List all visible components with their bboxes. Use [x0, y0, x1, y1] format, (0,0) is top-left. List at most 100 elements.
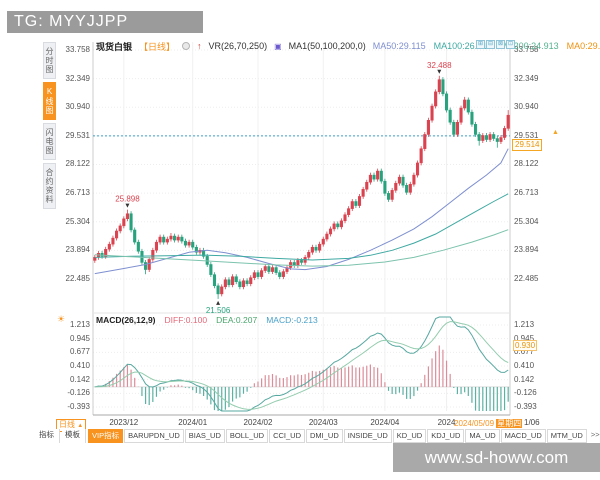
macd-tick-label: 0.142: [514, 374, 535, 384]
layout-icon-1[interactable]: ⊟: [486, 40, 495, 49]
svg-text:25.898: 25.898: [115, 195, 140, 204]
layout-icon-3[interactable]: ⊡: [506, 40, 515, 49]
macd-tick-label: 0.677: [514, 347, 535, 357]
ma-group-label[interactable]: MA1(50,100,200,0): [288, 41, 366, 51]
price-tick-label: 22.485: [65, 274, 90, 283]
price-tick-label: 29.531: [514, 130, 539, 140]
layout-icon-2[interactable]: ⊠: [496, 40, 505, 49]
price-tick-label: 22.485: [514, 274, 539, 283]
macd-tick-label: 1.213: [69, 320, 90, 329]
indicator-tab-VIP指标[interactable]: VIP指标: [88, 429, 124, 443]
macd-tick-label: -0.126: [67, 388, 90, 398]
macd-tick-label: 0.945: [69, 333, 90, 343]
symbol-name: 现货白银: [96, 41, 133, 52]
price-tick-label: 29.531: [65, 130, 90, 140]
macd-tick-label: 1.213: [514, 320, 535, 329]
price-tick-label: 30.940: [514, 102, 539, 112]
ma-settings-icon[interactable]: ▣: [274, 41, 282, 51]
ma-value-list: MA50:29.115 MA100:26.715 MA200:24.913 MA0:2…: [373, 41, 600, 51]
indicator-tab-MTM_UD[interactable]: MTM_UD: [546, 429, 587, 443]
month-label-2023/12: 2023/12: [109, 418, 139, 427]
ma-value-2: MA200:24.913: [500, 41, 559, 51]
sidebar-tab-合约资料[interactable]: 合约资料: [43, 163, 56, 209]
price-tick-label: 25.304: [514, 216, 539, 226]
price-tick-label: 30.940: [65, 102, 90, 112]
chevron-up-icon: ▲: [77, 423, 84, 429]
macd-value-tag: 0.930: [513, 340, 538, 351]
indicator-tab-KDJ_UD[interactable]: KDJ_UD: [427, 429, 465, 443]
price-tick-label: 32.349: [65, 73, 90, 83]
macd-settings-icon[interactable]: ☀: [57, 314, 66, 324]
macd-title[interactable]: MACD(26,12,9): [96, 315, 156, 325]
month-label-2024/01: 2024/01: [178, 418, 208, 427]
period-selector-label: 日线: [59, 420, 75, 429]
indicator-tab-模板[interactable]: 模板: [62, 429, 86, 443]
macd-tick-label: 0.410: [514, 361, 535, 370]
bottom-watermark: www.sd-howw.com: [393, 443, 600, 472]
sidebar-tab-闪电图[interactable]: 闪电图: [43, 123, 56, 160]
indicator-tab-MA_UD[interactable]: MA_UD: [465, 429, 500, 443]
price-tick-label: 33.758: [514, 45, 539, 54]
price-tick-label: 23.894: [514, 245, 539, 255]
ma-value-3: MA0:29.: [566, 41, 600, 51]
chart-type-sidebar: 分时图 K线图闪电图合约资料: [43, 42, 56, 209]
svg-text:21.506: 21.506: [206, 306, 231, 315]
ma-value-0: MA50:29.115: [372, 41, 426, 51]
price-tick-label: 28.122: [65, 159, 90, 169]
indicator-tab-MACD_UD[interactable]: MACD_UD: [500, 429, 546, 443]
sidebar-tab-K线图[interactable]: K线图: [43, 82, 56, 120]
indicator-tab-INSIDE_UD[interactable]: INSIDE_UD: [343, 429, 392, 443]
price-tick-label: 33.758: [65, 45, 90, 54]
macd-tick-label: 0.677: [69, 347, 90, 357]
month-label-2024: 2024: [437, 418, 456, 427]
macd-tick-label: -0.393: [67, 402, 90, 411]
macd-tick-label: -0.393: [514, 402, 537, 411]
top-watermark: TG: MYYJJPP: [7, 11, 203, 33]
current-price-tag: 29.514: [512, 139, 543, 151]
macd-tick-label: 0.410: [69, 361, 90, 370]
macd-tick-label: 0.142: [69, 374, 90, 384]
chart-header: 现货白银 【日线】 ↑ VR(26,70,250) ▣ MA1(50,100,2…: [96, 40, 600, 52]
window-layout-icons: ⊞ ⊟ ⊠ ⊡: [476, 40, 515, 49]
price-tick-label: 25.304: [65, 216, 90, 226]
price-tick-label: 26.713: [65, 188, 90, 198]
macd-tick-label: 0.945: [514, 333, 535, 343]
ma-value-1: MA100:26.715: [433, 41, 493, 51]
indicator-tab->>[interactable]: >>: [587, 429, 600, 443]
layout-icon-0[interactable]: ⊞: [476, 40, 485, 49]
price-tick-label: 23.894: [65, 245, 90, 255]
date-axis-suffix: 1/06: [524, 418, 540, 427]
indicator-tab-DMI_UD[interactable]: DMI_UD: [306, 429, 343, 443]
period-label[interactable]: 【日线】: [139, 41, 176, 52]
macd-tick-label: -0.126: [514, 388, 537, 398]
indicator-tab-KD_UD[interactable]: KD_UD: [392, 429, 427, 443]
indicator-tab-指标[interactable]: 指标: [36, 429, 60, 443]
macd-header: MACD(26,12,9) DIFF:0.100 DEA:0.207 MACD:…: [96, 315, 318, 325]
macd-diff-value: DIFF:0.100: [164, 315, 208, 325]
cursor-date-label: 2024/05/09 星期四: [454, 418, 523, 429]
indicator-tab-BOLL_UD[interactable]: BOLL_UD: [225, 429, 269, 443]
price-tick-label: 26.713: [514, 188, 539, 198]
macd-macd-value: MACD:-0.213: [266, 315, 318, 325]
cursor-weekday-chip: 星期四: [496, 419, 523, 428]
period-selector[interactable]: 日线 ▲: [56, 419, 87, 432]
month-label-2024/03: 2024/03: [308, 418, 338, 427]
indicator-tab-bar: 指标 模板 VIP指标 BARUPDN_UD BIAS_UD BOLL_UD CCI_UD D…: [36, 429, 600, 443]
indicator-tab-BARUPDN_UD[interactable]: BARUPDN_UD: [124, 429, 184, 443]
sidebar-tab-分时图[interactable]: 分时图: [43, 42, 56, 79]
price-tick-label: 28.122: [514, 159, 539, 169]
up-arrow-icon: ↑: [197, 41, 202, 51]
indicator-tab-CCI_UD[interactable]: CCI_UD: [269, 429, 305, 443]
cursor-date-text: 2024/05/09: [454, 419, 495, 428]
indicator-tab-BIAS_UD[interactable]: BIAS_UD: [184, 429, 225, 443]
price-pin-icon: ▲: [552, 129, 559, 136]
macd-dea-value: DEA:0.207: [216, 315, 258, 325]
vr-indicator-label[interactable]: VR(26,70,250): [208, 41, 268, 51]
month-label-2024/04: 2024/04: [370, 418, 400, 427]
gear-icon[interactable]: [182, 42, 191, 50]
svg-text:32.488: 32.488: [427, 61, 452, 70]
month-label-2024/02: 2024/02: [243, 418, 273, 427]
price-tick-label: 32.349: [514, 73, 539, 83]
